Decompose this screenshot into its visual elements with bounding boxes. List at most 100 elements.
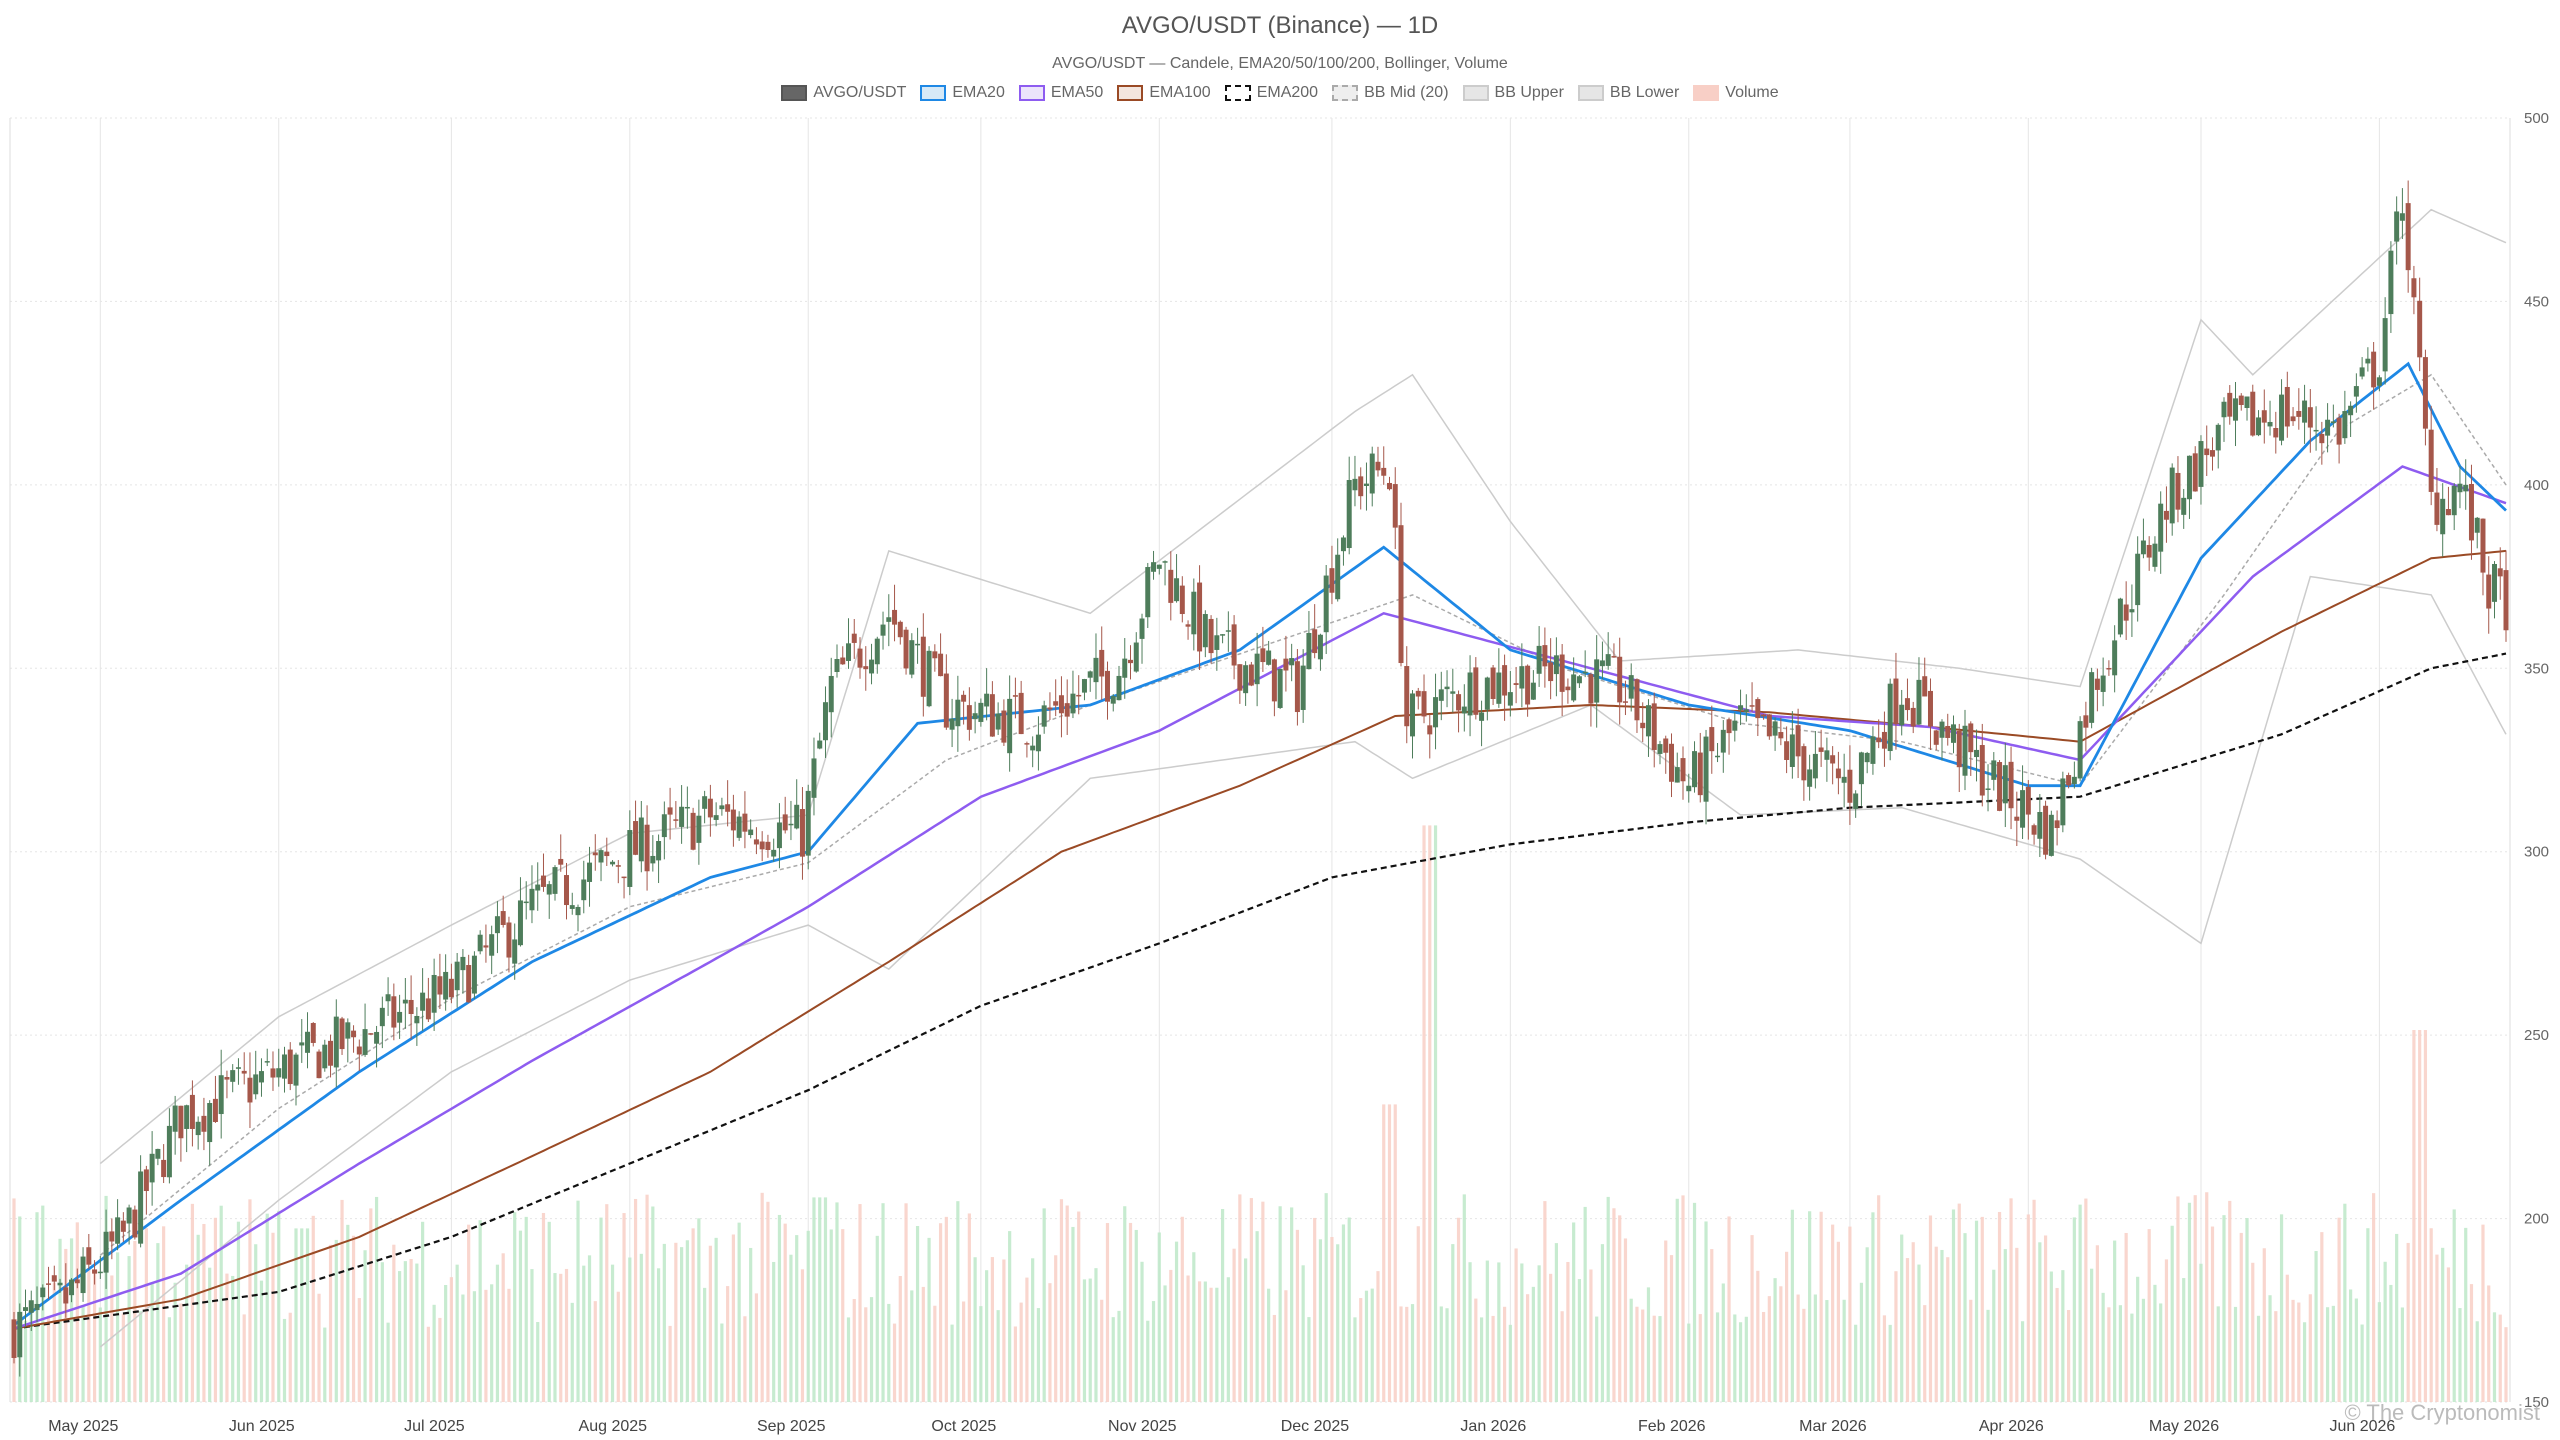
candle-body: [2325, 419, 2331, 436]
candle-body: [2307, 407, 2313, 428]
legend-item[interactable]: EMA20: [920, 84, 1005, 102]
volume-bar: [697, 1218, 701, 1402]
candle-body: [1456, 694, 1462, 711]
candle-body: [1404, 666, 1410, 727]
candle-body: [345, 1022, 351, 1039]
x-tick-label: Oct 2025: [931, 1418, 996, 1435]
candle-body: [1369, 453, 1375, 494]
candle-body: [938, 653, 944, 677]
volume-bar: [1911, 1242, 1915, 1402]
volume-bar: [1008, 1231, 1012, 1402]
volume-bar: [328, 1244, 333, 1402]
volume-bar: [2239, 1232, 2243, 1402]
volume-bar: [1531, 1286, 1535, 1402]
candle-body: [1340, 537, 1346, 552]
candle-body: [1386, 482, 1392, 490]
candle-body: [2221, 401, 2227, 418]
volume-bar: [921, 1286, 925, 1402]
candle-body: [1853, 793, 1859, 809]
volume-bar: [1934, 1246, 1938, 1402]
volume-bar: [121, 1313, 125, 1402]
legend-item[interactable]: BB Upper: [1462, 84, 1564, 102]
volume-bar: [52, 1282, 56, 1402]
volume-bar: [23, 1320, 28, 1402]
volume-bar: [1025, 1277, 1029, 1402]
candle-body: [696, 815, 702, 843]
volume-bar: [1738, 1322, 1743, 1402]
candle-body: [1979, 745, 1985, 796]
candle-body: [34, 1303, 40, 1311]
candle-body: [253, 1074, 259, 1095]
volume-bar: [2193, 1195, 2197, 1402]
volume-bar: [409, 1259, 413, 1402]
candle-body: [328, 1040, 334, 1066]
candle-body: [2486, 574, 2492, 609]
candle-body: [1317, 634, 1323, 660]
legend-label: EMA100: [1149, 84, 1211, 101]
volume-bar: [1077, 1211, 1081, 1402]
legend-item[interactable]: BB Mid (20): [1332, 84, 1449, 102]
legend-swatch: [1577, 85, 1604, 101]
volume-bar: [1134, 1229, 1138, 1402]
candle-body: [1145, 567, 1151, 618]
volume-bar: [1854, 1324, 1858, 1402]
legend-label: BB Upper: [1494, 84, 1564, 101]
candle-body: [2256, 417, 2262, 436]
candle-body: [1927, 690, 1933, 727]
ema100-line: [13, 549, 2507, 1330]
volume-bar: [300, 1228, 304, 1402]
volume-bar: [582, 1265, 586, 1402]
volume-bar: [1445, 1308, 1449, 1402]
candle-body: [1536, 645, 1542, 674]
volume-bar: [265, 1213, 269, 1402]
volume-bar: [1100, 1299, 1104, 1402]
volume-bar: [2308, 1294, 2312, 1402]
candle-body: [2233, 398, 2239, 421]
candle-body: [2100, 675, 2106, 692]
candle-body: [604, 851, 610, 857]
candle-body: [230, 1070, 236, 1082]
volume-bar: [2325, 1307, 2330, 1402]
volume-bar: [605, 1204, 609, 1402]
candle-body: [2336, 417, 2342, 445]
volume-bar: [2187, 1202, 2192, 1402]
candle-body: [2474, 517, 2480, 533]
candle-body: [1726, 719, 1732, 734]
volume-bar: [305, 1228, 310, 1402]
volume-bar: [1681, 1195, 1685, 1402]
legend-item[interactable]: Volume: [1693, 84, 1779, 102]
volume-bar: [150, 1282, 154, 1402]
legend-item[interactable]: EMA50: [1018, 84, 1103, 102]
candle-body: [1030, 745, 1036, 751]
candle-body: [2192, 453, 2198, 492]
candle-body: [2152, 543, 2158, 567]
volume-bar: [720, 1323, 724, 1402]
candle-body: [1599, 660, 1605, 667]
legend-label: EMA20: [952, 84, 1005, 101]
volume-bar: [2400, 1307, 2405, 1402]
volume-bar: [75, 1222, 79, 1402]
volume-bar: [1946, 1257, 1950, 1402]
legend-item[interactable]: BB Lower: [1577, 84, 1679, 102]
legend-item[interactable]: AVGO/USDT: [781, 84, 906, 102]
candle-body: [633, 821, 639, 855]
volume-bar: [800, 1269, 805, 1402]
volume-bar: [1203, 1281, 1207, 1402]
candle-body: [316, 1051, 322, 1079]
volume-bar: [2377, 1302, 2381, 1402]
volume-bar: [1572, 1222, 1576, 1402]
candle-body: [535, 884, 541, 891]
candle-body: [385, 994, 391, 1002]
volume-bar: [1295, 1229, 1300, 1402]
candle-body: [1997, 762, 2003, 811]
legend-item[interactable]: EMA100: [1117, 84, 1211, 102]
volume-bar: [2412, 1030, 2416, 1402]
volume-bar: [259, 1280, 264, 1402]
legend-item[interactable]: EMA200: [1224, 84, 1318, 102]
volume-bar: [933, 1305, 937, 1402]
volume-bar: [1364, 1290, 1369, 1402]
candle-body: [2158, 503, 2164, 552]
volume-bar: [271, 1232, 275, 1402]
volume-bar: [294, 1228, 298, 1402]
volume-bar: [1808, 1211, 1812, 1402]
